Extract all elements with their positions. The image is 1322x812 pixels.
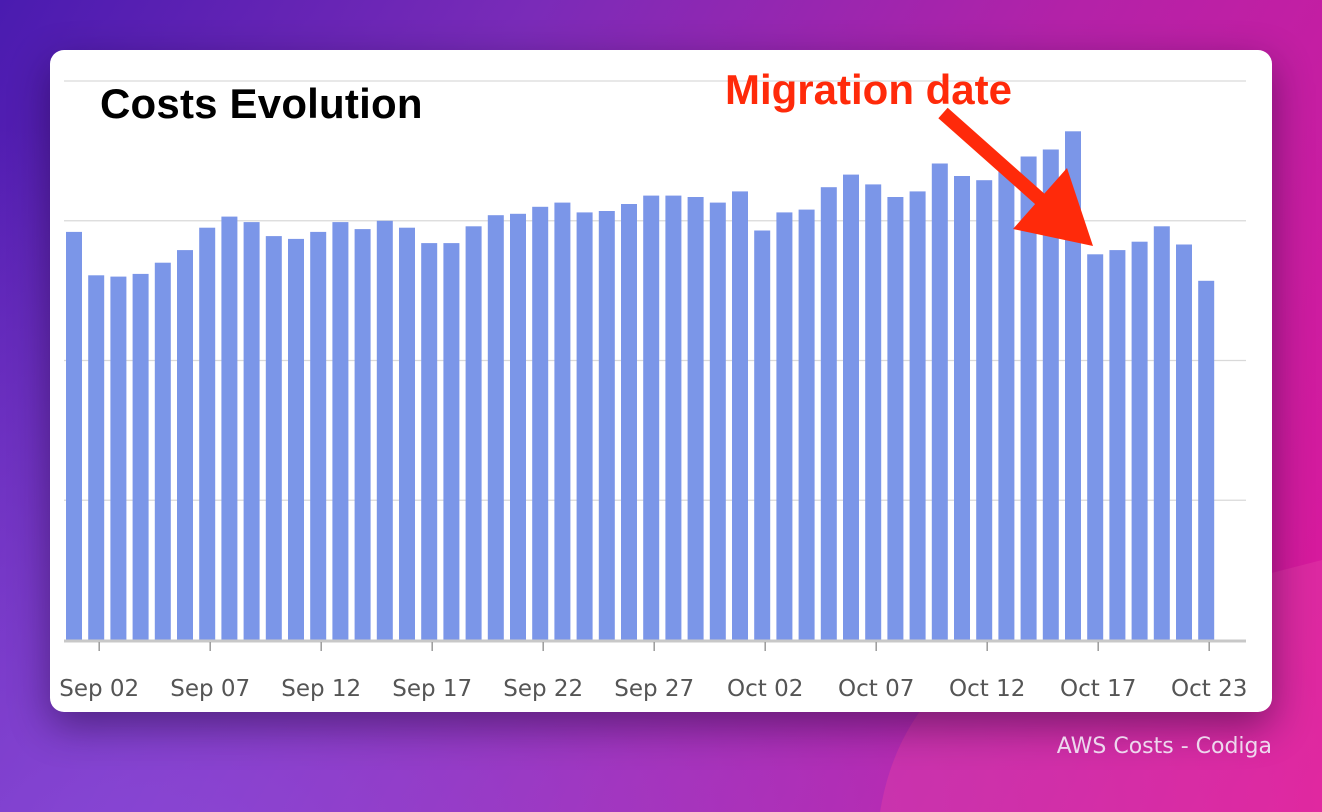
bar — [354, 229, 371, 640]
bar — [243, 222, 260, 640]
bar — [510, 213, 526, 641]
bar — [754, 230, 771, 640]
bar — [1109, 250, 1126, 640]
bar — [177, 250, 193, 640]
bar — [621, 204, 637, 640]
bar — [110, 276, 127, 640]
bar — [820, 187, 837, 640]
x-tick-label: Sep 27 — [614, 676, 694, 702]
bar — [465, 226, 482, 641]
bar — [1042, 149, 1059, 640]
bar — [1198, 280, 1215, 640]
bar — [576, 212, 593, 640]
bar — [199, 227, 216, 640]
bar — [798, 209, 815, 640]
bar — [443, 243, 460, 640]
x-tick-label: Oct 12 — [949, 676, 1025, 702]
bar — [1153, 226, 1170, 641]
arrow-head — [1013, 168, 1093, 246]
bar — [732, 191, 748, 640]
bar — [976, 180, 993, 640]
x-tick-label: Oct 07 — [838, 676, 914, 702]
bar — [376, 220, 393, 641]
x-tick-label: Sep 07 — [170, 676, 250, 702]
bar — [554, 202, 571, 640]
bar — [1065, 131, 1081, 641]
x-tick-label: Sep 22 — [503, 676, 583, 702]
bar — [643, 195, 660, 640]
bar — [909, 191, 926, 640]
bar — [487, 215, 504, 640]
bar — [1131, 241, 1148, 640]
bar — [310, 231, 327, 640]
bar — [1087, 254, 1104, 641]
bar — [288, 238, 304, 640]
bar — [887, 197, 904, 640]
bar — [687, 197, 704, 640]
bar — [665, 195, 682, 640]
bar — [265, 236, 282, 640]
bar — [1020, 156, 1037, 640]
x-tick-label: Sep 17 — [392, 676, 472, 702]
x-tick-label: Oct 23 — [1171, 676, 1247, 702]
bar — [154, 262, 171, 640]
bar-chart: Sep 02 Sep 07 Sep 12 Sep 17 Sep 22 Sep 27 Oct … — [59, 80, 1247, 702]
bar — [865, 184, 882, 640]
bar — [66, 231, 82, 640]
bar — [998, 170, 1015, 640]
bars — [66, 131, 1215, 641]
annotation-arrow — [938, 107, 1093, 246]
bar — [776, 212, 793, 640]
x-tick-label: Oct 02 — [727, 676, 803, 702]
bar — [132, 273, 149, 640]
x-tick-label: Oct 17 — [1060, 676, 1136, 702]
bar — [954, 176, 970, 640]
migration-annotation: Migration date — [725, 66, 1013, 113]
bar — [843, 174, 859, 640]
bar — [598, 211, 615, 640]
bar — [931, 163, 948, 640]
bar — [332, 222, 349, 640]
bar — [221, 216, 238, 640]
chart-card: Sep 02 Sep 07 Sep 12 Sep 17 Sep 22 Sep 27 Oct … — [50, 50, 1272, 712]
x-axis: Sep 02 Sep 07 Sep 12 Sep 17 Sep 22 Sep 27 Oct … — [59, 639, 1247, 702]
x-tick-label: Sep 02 — [59, 676, 139, 702]
bar — [709, 202, 726, 640]
bar — [421, 243, 438, 640]
watermark-text: AWS Costs - Codiga — [1056, 734, 1272, 759]
bar — [88, 275, 105, 640]
chart-title: Costs Evolution — [100, 80, 423, 127]
bar — [399, 227, 415, 640]
arrow-shaft — [938, 107, 1055, 214]
x-tick-label: Sep 12 — [281, 676, 361, 702]
bar — [532, 206, 549, 641]
bar — [1176, 244, 1192, 640]
